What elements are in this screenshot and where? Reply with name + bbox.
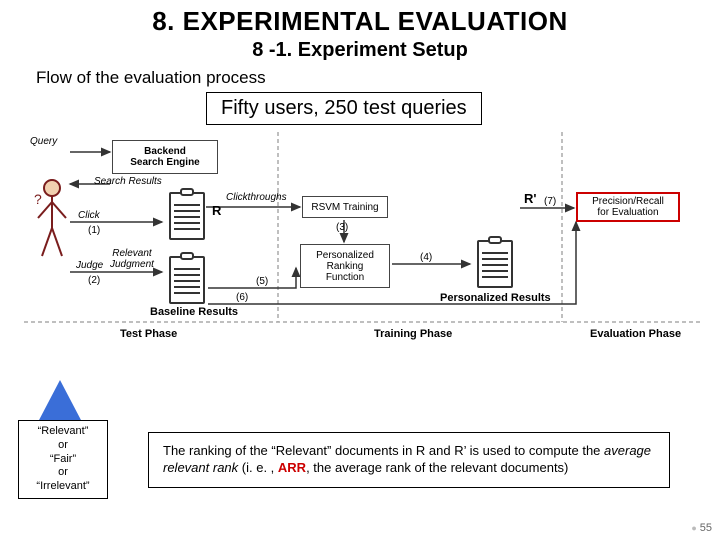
lbl-s4: (4) [420, 252, 432, 263]
lbl-query: Query [30, 136, 57, 147]
page-subtitle: 8 -1. Experiment Setup [0, 37, 720, 68]
node-eval: Precision/Recall for Evaluation [576, 192, 680, 222]
explain-mid: (i. e. , [238, 460, 278, 475]
phase-eval: Evaluation Phase [590, 328, 681, 340]
lbl-R: R [212, 204, 221, 218]
lbl-personalized: Personalized Results [440, 292, 551, 304]
user-icon: ? [32, 178, 72, 267]
lbl-s3: (3) [336, 222, 348, 233]
flow-caption: Flow of the evaluation process [0, 68, 720, 92]
page-title: 8. EXPERIMENTAL EVALUATION [0, 0, 720, 37]
lbl-s7: (7) [544, 196, 556, 207]
lbl-click: Click [78, 210, 100, 221]
page-number: 55 [691, 522, 712, 534]
lbl-s6: (6) [236, 292, 248, 303]
lbl-judge: Judge [76, 260, 103, 271]
explain-pre: The ranking of the “Relevant” documents … [163, 443, 604, 458]
lbl-relevant-judgment: Relevant Judgment [110, 248, 154, 270]
callout-box: “Relevant” or “Fair” or “Irrelevant” [18, 420, 108, 499]
explain-post: , the average rank of the relevant docum… [306, 460, 568, 475]
svg-text:?: ? [34, 191, 42, 207]
lbl-clickthroughs: Clickthroughs [226, 192, 287, 203]
callout-pointer [38, 380, 82, 422]
lbl-Rprime: R' [524, 192, 536, 206]
diagram-svg [0, 92, 720, 352]
node-backend: Backend Search Engine [112, 140, 218, 174]
explain-box: The ranking of the “Relevant” documents … [148, 432, 670, 488]
diagram-stage: Fifty users, 250 test queries [0, 92, 720, 352]
lbl-baseline: Baseline Results [150, 306, 238, 318]
node-prf: Personalized Ranking Function [300, 244, 390, 288]
lbl-s5: (5) [256, 276, 268, 287]
lbl-s2: (2) [88, 275, 100, 286]
lbl-s1: (1) [88, 225, 100, 236]
phase-test: Test Phase [120, 328, 177, 340]
explain-arr: ARR [278, 460, 306, 475]
phase-train: Training Phase [374, 328, 452, 340]
lbl-search-results: Search Results [94, 176, 162, 187]
node-rsvm: RSVM Training [302, 196, 388, 218]
